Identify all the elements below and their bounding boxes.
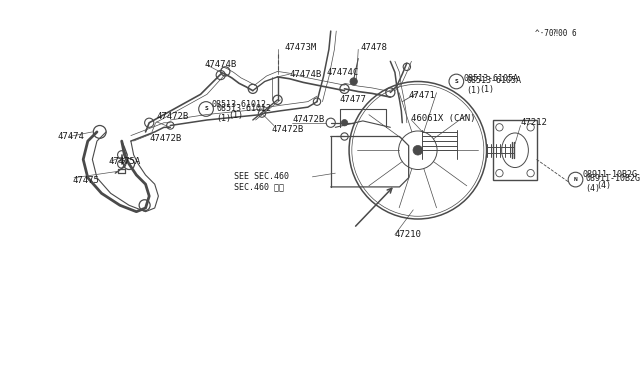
Text: 47475A: 47475A: [109, 157, 141, 166]
Text: 47212: 47212: [520, 118, 547, 127]
Text: S: S: [204, 106, 208, 111]
Text: 47210: 47210: [395, 230, 422, 239]
Text: 47474C: 47474C: [326, 68, 358, 77]
Text: SEC.460 参照: SEC.460 参照: [234, 182, 284, 192]
Text: (1): (1): [467, 86, 481, 95]
Text: 46061X (CAN): 46061X (CAN): [412, 114, 476, 123]
Text: S: S: [454, 78, 458, 84]
Text: 08513-61012: 08513-61012: [212, 100, 266, 109]
Text: 47474: 47474: [58, 132, 84, 141]
Text: 08911-10B2G: 08911-10B2G: [583, 170, 638, 180]
Text: 47472B: 47472B: [292, 115, 324, 125]
Text: 08513-6105A: 08513-6105A: [467, 76, 522, 85]
Text: 47478: 47478: [360, 43, 387, 52]
Text: (4): (4): [586, 184, 600, 193]
Text: 47477: 47477: [340, 95, 367, 104]
Text: SEE SEC.460: SEE SEC.460: [234, 172, 289, 181]
Text: 47472B: 47472B: [271, 125, 303, 134]
Text: 47475: 47475: [72, 176, 99, 185]
Circle shape: [350, 78, 357, 85]
Text: 47473M: 47473M: [285, 43, 317, 52]
Text: 08911-10B2G: 08911-10B2G: [586, 174, 640, 183]
Text: ^·70⁈00 6: ^·70⁈00 6: [535, 29, 577, 38]
Text: N: N: [573, 177, 577, 182]
Text: (1): (1): [479, 85, 494, 94]
Text: 47472B: 47472B: [149, 134, 182, 143]
Text: 08513-6105A: 08513-6105A: [463, 74, 518, 83]
Circle shape: [341, 119, 348, 126]
Text: (1): (1): [228, 111, 243, 120]
Text: 47474B: 47474B: [289, 70, 322, 78]
Circle shape: [413, 145, 422, 155]
Text: 47472B: 47472B: [157, 112, 189, 121]
Text: 47471: 47471: [409, 91, 436, 100]
Text: (4): (4): [596, 180, 612, 190]
Text: (1): (1): [216, 114, 231, 123]
Text: 08513-61012: 08513-61012: [216, 103, 271, 113]
Text: 47474B: 47474B: [204, 61, 236, 70]
